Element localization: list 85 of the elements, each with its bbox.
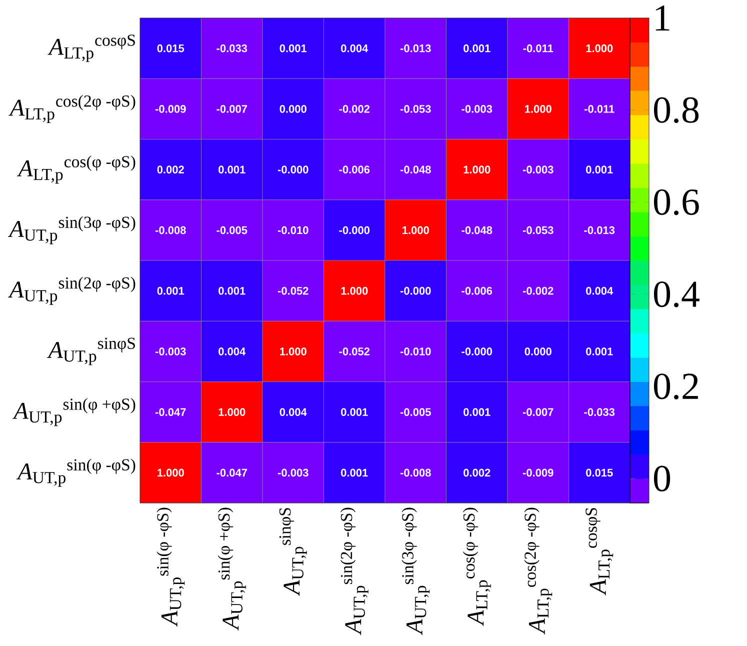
y-tick-label: A$_{LT,p}$cos(φ -φS)	[16, 156, 136, 184]
data-label: 0.004	[280, 408, 307, 416]
data-label: 1.000	[218, 408, 246, 416]
data-label: -0.052	[278, 286, 308, 295]
data-label: 0.015	[586, 468, 613, 477]
x-tick-label: A$_{LT,p}$cos(2φ -φS)	[524, 508, 552, 634]
data-label: -0.010	[278, 226, 308, 234]
x-tick-label: A$_{UT,p}$sin(φ +φS)	[218, 508, 246, 631]
data-label: 0.001	[280, 44, 307, 52]
y-tick-label: A$_{UT,p}$sin(φ +φS)	[12, 398, 136, 426]
data-label: -0.002	[522, 286, 554, 295]
data-label: -0.000	[400, 286, 431, 295]
data-label: 1.000	[402, 226, 429, 234]
data-label: -0.013	[400, 44, 431, 52]
data-label: -0.010	[400, 348, 431, 356]
data-label: 0.001	[157, 286, 184, 295]
data-label: 0.015	[157, 44, 184, 52]
y-tick-label: A$_{LT,p}$cosφS	[48, 34, 135, 62]
data-label: 0.002	[464, 468, 490, 477]
data-label: 0.001	[218, 166, 246, 174]
data-label: 0.002	[157, 166, 184, 174]
y-tick-label: A$_{UT,p}$sin(φ -φS)	[16, 458, 136, 487]
y-tick-label: A$_{UT,p}$sin(2φ -φS)	[8, 276, 136, 305]
data-label: 0.000	[280, 105, 306, 113]
y-tick-label: A$_{UT,p}$sinφS	[47, 338, 135, 366]
data-label: -0.002	[339, 105, 370, 113]
data-label: -0.052	[339, 348, 370, 356]
data-label: -0.003	[155, 348, 186, 356]
data-label: 0.001	[341, 468, 368, 477]
data-label: -0.013	[584, 226, 615, 234]
color-bar-label: 0.4	[654, 281, 700, 308]
color-bar-label: 0.6	[654, 189, 699, 216]
data-label: -0.048	[400, 166, 431, 174]
data-label: -0.000	[339, 226, 370, 234]
data-label: -0.000	[278, 166, 308, 174]
data-label: -0.047	[155, 408, 186, 416]
data-label: 1.000	[586, 44, 613, 52]
data-label: 0.004	[586, 286, 614, 295]
data-label: -0.006	[339, 166, 370, 174]
data-label: 0.004	[341, 44, 368, 52]
data-label: 0.001	[586, 348, 613, 356]
data-label: -0.008	[400, 468, 431, 477]
data-label: -0.048	[462, 226, 492, 234]
data-label: 0.001	[464, 408, 490, 416]
y-tick-label: A$_{LT,p}$cos(2φ -φS)	[8, 94, 136, 123]
data-label: -0.005	[400, 408, 431, 416]
data-label: 1.000	[464, 166, 490, 174]
data-label: 1.000	[341, 286, 368, 295]
data-label: -0.003	[278, 468, 308, 477]
data-label: 0.001	[464, 44, 490, 52]
data-label: -0.033	[216, 44, 248, 52]
data-label: 1.000	[280, 348, 306, 356]
data-label: 0.001	[341, 408, 368, 416]
x-tick-label: A$_{UT,p}$sinφS	[279, 508, 307, 596]
data-label: 0.004	[218, 348, 246, 356]
x-tick-label: A$_{LT,p}$cos(φ -φS)	[462, 508, 491, 626]
data-label: -0.006	[462, 286, 492, 295]
data-label: -0.011	[523, 44, 554, 52]
color-bar-label: 0.2	[654, 374, 698, 400]
data-label: -0.009	[522, 468, 554, 477]
x-tick-label: A$_{UT,p}$sin(2φ -φS)	[340, 508, 368, 636]
data-label: -0.003	[522, 166, 554, 174]
data-label: -0.047	[216, 468, 247, 477]
data-label: -0.008	[155, 226, 186, 234]
x-tick-label: A$_{LT,p}$cosφS	[586, 508, 614, 596]
data-label: -0.009	[155, 105, 186, 113]
data-label: -0.005	[216, 226, 248, 234]
color-bar-label: 0.8	[654, 97, 699, 124]
color-bar-label: 1	[656, 5, 670, 31]
data-label: -0.007	[522, 408, 554, 416]
data-label: 0.001	[586, 166, 613, 174]
data-label: -0.053	[522, 226, 554, 234]
data-label: -0.033	[584, 408, 615, 416]
data-label: -0.003	[462, 105, 492, 113]
data-label: -0.053	[400, 105, 431, 113]
data-label: 1.000	[158, 468, 184, 477]
data-label: 0.000	[524, 348, 552, 356]
color-bar-label: 0	[654, 466, 670, 492]
x-tick-label: A$_{UT,p}$sin(3φ -φS)	[402, 508, 430, 636]
data-label: 1.000	[525, 105, 552, 113]
y-tick-label: A$_{UT,p}$sin(3φ -φS)	[8, 216, 136, 244]
data-label: -0.007	[216, 105, 247, 113]
data-label: 0.001	[218, 286, 246, 295]
data-label: -0.011	[584, 105, 614, 113]
data-label: -0.000	[462, 348, 492, 356]
